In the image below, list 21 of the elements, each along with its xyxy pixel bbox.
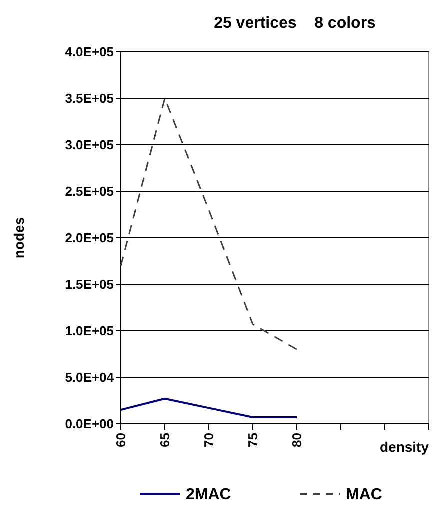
line-series [120,98,298,350]
legend-label: 2MAC [186,486,232,504]
y-tick-label: 5.0E+04 [65,370,115,386]
y-axis-title: nodes [11,217,27,259]
y-tick-label: 3.5E+05 [65,91,114,106]
x-tick-label: 60 [114,433,129,448]
x-tick-label: 75 [246,433,261,448]
y-tick-label: 0.0E+00 [65,416,114,432]
x-tick-label: 80 [290,433,305,448]
y-tick-label: 1.5E+05 [65,277,114,292]
line-series [120,398,298,418]
y-tick-label: 4.0E+05 [65,44,114,60]
x-tick-label: 65 [158,433,173,448]
y-tick-label: 2.0E+05 [65,230,114,246]
x-axis-title: density [380,439,430,455]
legend-label: MAC [346,486,383,504]
y-tick-label: 3.0E+05 [65,138,114,153]
chart-title: 25 vertices 8 colors [214,15,376,32]
x-tick-label: 70 [202,433,217,448]
y-tick-label: 2.5E+05 [65,184,114,200]
y-tick-label: 1.0E+05 [65,324,114,339]
